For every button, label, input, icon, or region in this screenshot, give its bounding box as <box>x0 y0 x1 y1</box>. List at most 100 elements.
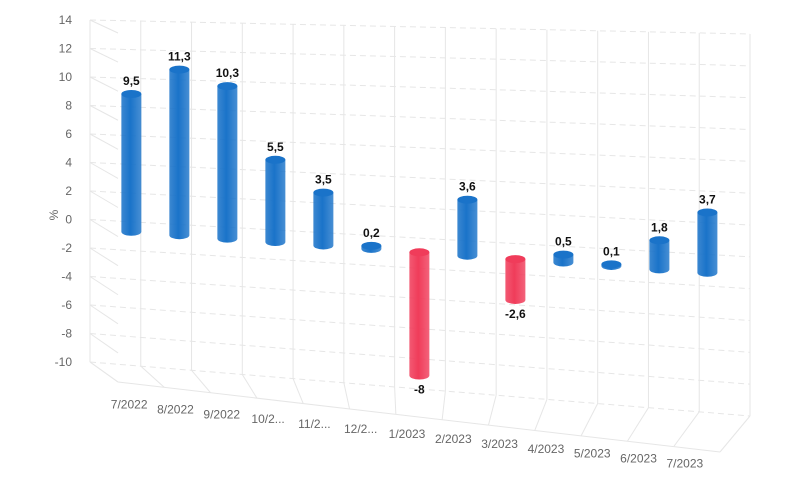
x-category-label: 6/2023 <box>620 452 657 466</box>
gridline-h <box>89 190 751 226</box>
bar-body <box>457 199 478 260</box>
bar[interactable] <box>313 188 334 250</box>
x-category-label: 12/2... <box>344 422 377 436</box>
data-label: 0,5 <box>555 235 572 249</box>
bar[interactable] <box>457 195 478 260</box>
gridline-h <box>89 76 751 99</box>
bar-body <box>313 192 334 250</box>
x-axis-categories: 7/2022 8/2022 9/2022 10/2... 11/2... 12/2... 1… <box>111 397 704 470</box>
gridline-h <box>89 133 751 162</box>
y-tick-label: 14 <box>59 13 73 27</box>
data-label: 9,5 <box>123 74 140 88</box>
bar-cap <box>697 208 718 217</box>
bar[interactable] <box>409 248 430 380</box>
data-label: 0,2 <box>363 226 380 240</box>
gridline-floor <box>394 386 397 415</box>
gridline-side <box>89 76 119 92</box>
x-category-label: 3/2023 <box>481 437 518 451</box>
y-tick-label: -6 <box>61 298 72 312</box>
bar-cap <box>457 195 478 204</box>
bar-body <box>409 252 430 380</box>
gridline-side <box>89 19 119 34</box>
gridline-h <box>89 219 751 258</box>
gridline-side <box>89 133 119 150</box>
y-tick-label: 6 <box>65 127 72 141</box>
y-tick-label: -4 <box>61 270 72 284</box>
data-label: 0,1 <box>603 244 620 258</box>
bar-cap <box>169 65 190 74</box>
gridline-floor <box>241 374 258 399</box>
y-axis-title: % <box>47 209 61 220</box>
y-tick-label: 8 <box>65 99 72 113</box>
y-tick-label: 2 <box>65 184 72 198</box>
x-category-label: 11/2... <box>298 417 330 431</box>
x-category-label: 4/2023 <box>528 442 565 456</box>
gridline-h <box>89 48 751 67</box>
data-label: -8 <box>414 383 425 397</box>
gridline-floor <box>343 382 351 410</box>
gridline-floor <box>441 391 446 420</box>
bar[interactable] <box>649 236 670 274</box>
gridline-h <box>89 361 751 417</box>
x-category-label: 2/2023 <box>435 432 472 446</box>
bar-body <box>697 212 718 277</box>
gridline-side <box>89 105 119 121</box>
bar-cap <box>265 155 286 164</box>
bar-cap <box>505 255 526 264</box>
gridline-floor <box>626 407 649 442</box>
gridline-side <box>89 162 119 179</box>
x-category-label: 7/2022 <box>111 397 148 411</box>
bar-cap <box>553 250 574 259</box>
x-category-label: 7/2023 <box>666 457 703 471</box>
bar[interactable] <box>169 65 190 240</box>
y-tick-label: 4 <box>65 156 72 170</box>
bar-cap <box>313 188 334 197</box>
gridline-side <box>89 48 119 63</box>
y-tick-label: 12 <box>59 42 73 56</box>
bar[interactable] <box>601 260 622 270</box>
gridline-floor <box>140 365 165 388</box>
data-label: 3,6 <box>459 180 476 194</box>
bar-body <box>169 69 190 240</box>
x-category-label: 5/2023 <box>574 447 611 461</box>
bar[interactable] <box>553 250 574 267</box>
gridline-side <box>89 247 119 267</box>
gridline-side <box>89 333 119 354</box>
gridline-side <box>89 190 119 208</box>
data-label: 11,3 <box>168 50 191 64</box>
x-category-label: 1/2023 <box>389 427 426 441</box>
y-tick-label: -8 <box>61 327 72 341</box>
x-category-label: 10/2... <box>251 412 284 426</box>
gridline-floor <box>292 378 304 404</box>
gridline-side <box>89 219 119 238</box>
bar[interactable] <box>121 89 142 236</box>
gridline-h <box>89 105 751 130</box>
y-tick-label: 10 <box>59 70 73 84</box>
y-axis-ticks: 14 12 10 8 6 4 2 0 -2 -4 -6 -8 -10 <box>55 13 73 369</box>
bar[interactable] <box>361 241 382 253</box>
data-label: 10,3 <box>216 66 240 80</box>
gridline-floor <box>487 395 497 426</box>
bar-body <box>217 86 238 243</box>
bar-cap <box>121 89 142 98</box>
data-label: 3,5 <box>315 173 332 187</box>
data-labels: 9,5 11,3 10,3 5,5 3,5 0,2 -8 3,6 -2,6 0,5 0,1 1,8 3,… <box>123 50 716 397</box>
gridline-h <box>89 19 751 35</box>
data-label: 5,5 <box>267 140 284 154</box>
data-label: 3,7 <box>699 192 716 206</box>
bar[interactable] <box>505 255 526 304</box>
y-tick-label: -10 <box>55 355 73 369</box>
gridline-floor <box>719 415 751 453</box>
x-category-label: 8/2022 <box>157 402 194 416</box>
bar[interactable] <box>265 155 286 247</box>
bar-body <box>649 240 670 274</box>
bar[interactable] <box>217 82 238 243</box>
bars <box>121 65 718 380</box>
gridline-floor <box>534 399 548 431</box>
x-category-label: 9/2022 <box>203 407 240 421</box>
bar[interactable] <box>697 208 718 277</box>
gridline-side <box>89 276 119 296</box>
bar-cap <box>217 82 238 91</box>
bar-body <box>505 259 526 304</box>
bar-cap <box>361 241 382 250</box>
